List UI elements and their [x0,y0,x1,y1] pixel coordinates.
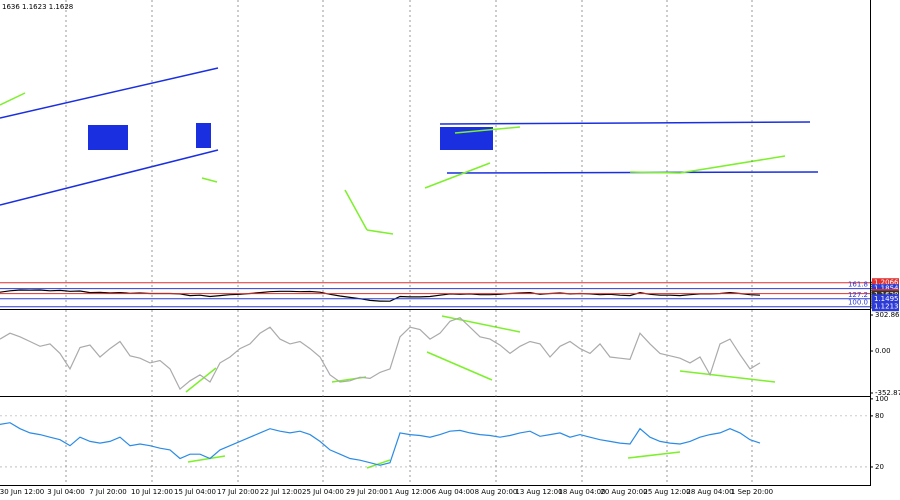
annotations [0,67,819,469]
trend-line [0,149,219,206]
price-line [0,289,761,302]
x-tick-label: 17 Jul 20:00 [217,488,259,496]
divergence-line [187,455,226,463]
fib-label: 127.2 [848,291,868,299]
divergence-line [426,351,493,381]
price-label-box [872,302,899,312]
symbol-info: 1636 1.1623 1.1628 [2,3,73,11]
divergence-line [679,370,776,383]
price-line [0,422,761,466]
divergence-line [201,177,218,183]
fib-label: 161.8 [848,281,868,289]
price-label: 1.1854 [874,285,899,293]
divergence-line [0,92,26,106]
divergence-line [366,229,394,235]
divergence-line [629,171,681,174]
x-tick-label: 7 Jul 20:00 [89,488,127,496]
trend-line [0,67,219,119]
x-tick-label: 29 Jul 20:00 [346,488,388,496]
divergence-line [344,189,368,231]
divergence-line [441,315,521,333]
x-tick-label: 18 Aug 04:00 [558,488,605,496]
x-tick-label: 25 Aug 12:00 [643,488,690,496]
y-tick-label: 80 [875,412,884,420]
x-tick-label: 13 Aug 12:00 [515,488,562,496]
x-tick-label: 28 Aug 04:00 [686,488,733,496]
zone [196,123,211,148]
price-label: 1.1495 [874,295,899,303]
y-tick-label: 20 [875,463,884,471]
y-tick-label: 100 [875,395,888,403]
x-tick-label: 1 Aug 12:00 [389,488,432,496]
divergence-line [679,155,786,174]
divergence-line [185,367,217,393]
y-tick-label: -352.872 [875,389,900,397]
y-tick-label: 302.8654 [875,311,900,319]
divergence-lines [0,92,786,469]
panel-borders [0,0,871,486]
price-line [0,317,761,391]
zone [440,127,493,150]
price-label: 1.2066 [874,279,899,287]
x-tick-label: 22 Jul 12:00 [260,488,302,496]
price-label-box [872,284,899,294]
x-tick-label: 3 Jul 04:00 [47,488,85,496]
divergence-line [424,162,491,189]
x-tick-label: 25 Jul 04:00 [302,488,344,496]
x-tick-label: 6 Aug 04:00 [432,488,475,496]
price-label-box [872,278,899,288]
channel-line [439,121,811,125]
price-label: 1.1213 [874,303,899,311]
y-tick-label: 0.00 [875,347,891,355]
fib-label: 100.0 [848,299,868,307]
x-tick-label: 20 Aug 20:00 [600,488,647,496]
x-tick-label: 30 Jun 12:00 [0,488,44,496]
x-tick-label: 15 Jul 04:00 [174,488,216,496]
x-tick-label: 10 Jul 12:00 [131,488,173,496]
divergence-line [366,459,391,469]
price-label-box [872,294,899,304]
x-tick-label: 8 Aug 20:00 [475,488,518,496]
divergence-line [627,451,681,459]
divergence-line [454,126,521,134]
zone [88,125,128,150]
x-tick-label: 1 Sep 20:00 [731,488,773,496]
